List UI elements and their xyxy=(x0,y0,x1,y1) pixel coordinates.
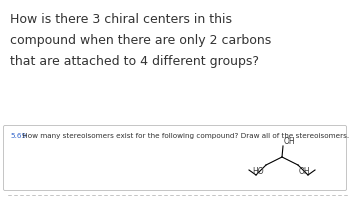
Text: that are attached to 4 different groups?: that are attached to 4 different groups? xyxy=(10,55,259,68)
Text: HO: HO xyxy=(252,166,264,175)
Text: compound when there are only 2 carbons: compound when there are only 2 carbons xyxy=(10,34,271,47)
Text: How many stereoisomers exist for the following compound? Draw all of the stereoi: How many stereoisomers exist for the fol… xyxy=(20,132,349,138)
FancyBboxPatch shape xyxy=(4,126,346,190)
Text: OH: OH xyxy=(284,136,296,145)
Text: 5.69: 5.69 xyxy=(10,132,26,138)
Text: How is there 3 chiral centers in this: How is there 3 chiral centers in this xyxy=(10,13,232,26)
Text: OH: OH xyxy=(299,166,311,175)
